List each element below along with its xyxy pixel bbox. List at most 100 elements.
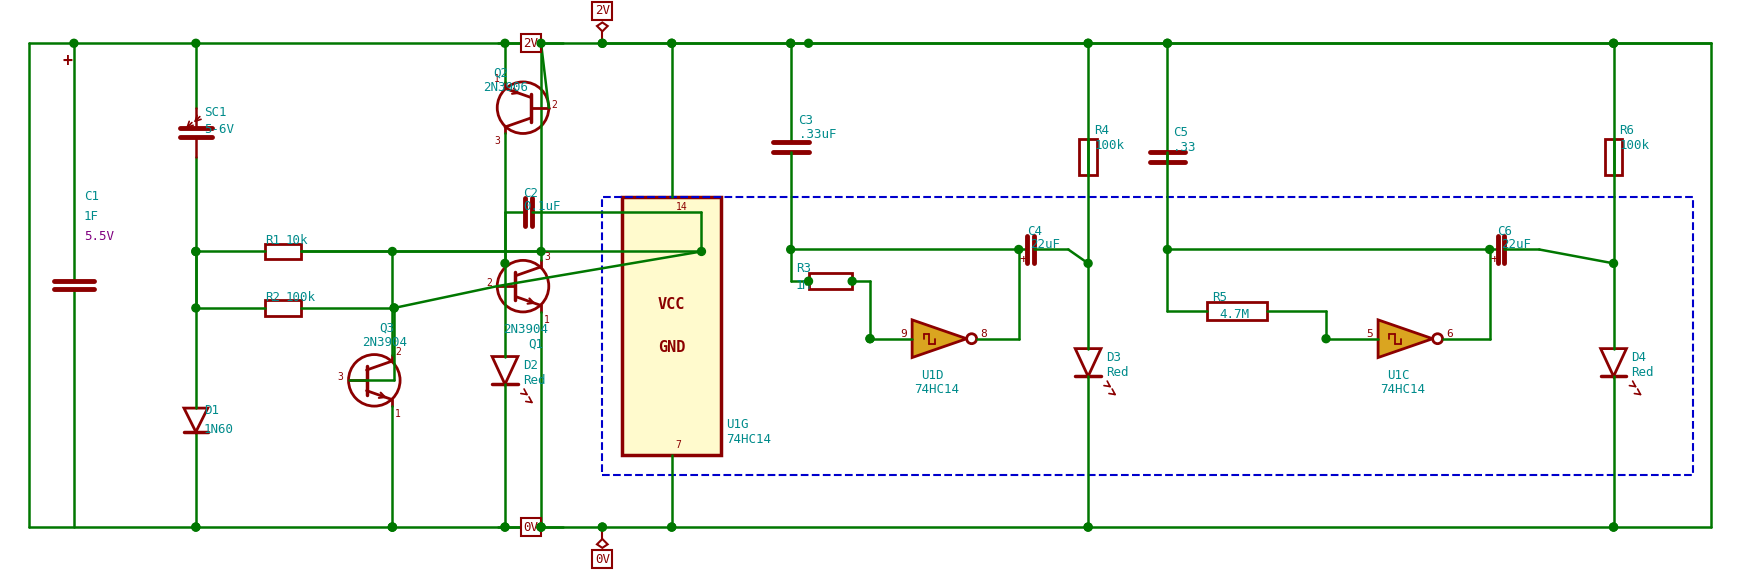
Text: 14: 14 — [676, 202, 688, 212]
Text: 0.1uF: 0.1uF — [522, 200, 561, 213]
Circle shape — [536, 523, 545, 531]
Circle shape — [192, 248, 200, 256]
Circle shape — [1163, 40, 1172, 47]
Circle shape — [501, 523, 508, 531]
Circle shape — [669, 523, 676, 531]
Text: C3: C3 — [799, 114, 813, 127]
Circle shape — [388, 248, 397, 256]
Text: 5: 5 — [1367, 329, 1374, 339]
Polygon shape — [912, 320, 966, 357]
Circle shape — [669, 523, 676, 531]
Text: 100k: 100k — [1093, 139, 1125, 152]
Bar — [808, 273, 851, 289]
Text: 0V: 0V — [524, 521, 538, 533]
Text: 1: 1 — [395, 409, 400, 419]
Circle shape — [698, 248, 705, 256]
Circle shape — [599, 523, 606, 531]
Circle shape — [804, 40, 813, 47]
Text: C2: C2 — [522, 188, 538, 200]
Text: 2: 2 — [395, 347, 400, 357]
Circle shape — [669, 40, 676, 47]
Text: 100k: 100k — [286, 290, 315, 303]
Text: D1: D1 — [204, 404, 219, 417]
Circle shape — [787, 246, 794, 253]
Text: 8: 8 — [980, 329, 987, 339]
Text: D3: D3 — [1106, 351, 1121, 364]
Text: Q2: Q2 — [493, 66, 508, 80]
Circle shape — [848, 277, 857, 285]
Text: U1G: U1G — [726, 418, 749, 432]
Circle shape — [192, 304, 200, 312]
Text: 1F: 1F — [84, 210, 99, 223]
Bar — [265, 300, 301, 316]
Text: Red: Red — [522, 374, 545, 387]
Bar — [265, 243, 301, 259]
Text: Red: Red — [1631, 366, 1654, 379]
Circle shape — [804, 277, 813, 285]
Polygon shape — [1379, 320, 1433, 357]
Text: 2N3904: 2N3904 — [503, 323, 548, 336]
Circle shape — [865, 335, 874, 343]
Text: .33: .33 — [1173, 141, 1196, 154]
Text: 22uF: 22uF — [1501, 238, 1532, 251]
Circle shape — [536, 523, 545, 531]
Bar — [1207, 302, 1266, 320]
Text: D2: D2 — [522, 359, 538, 372]
Text: Q1: Q1 — [528, 337, 543, 350]
Text: R2: R2 — [265, 290, 280, 303]
Text: +: + — [1020, 253, 1027, 267]
Text: 74HC14: 74HC14 — [1381, 383, 1426, 396]
Circle shape — [787, 40, 794, 47]
Text: U1D: U1D — [921, 369, 944, 382]
Circle shape — [536, 523, 545, 531]
Text: 5-6V: 5-6V — [204, 123, 233, 136]
Circle shape — [1610, 40, 1617, 47]
Circle shape — [192, 523, 200, 531]
Text: 0V: 0V — [595, 553, 609, 566]
Text: 100k: 100k — [1619, 139, 1649, 152]
Text: 74HC14: 74HC14 — [914, 383, 959, 396]
Text: R4: R4 — [1093, 124, 1109, 137]
Circle shape — [1163, 40, 1172, 47]
Text: 2: 2 — [552, 100, 557, 110]
Circle shape — [1085, 259, 1092, 267]
Circle shape — [1610, 259, 1617, 267]
Text: 2V: 2V — [524, 37, 538, 50]
Bar — [622, 197, 721, 455]
Circle shape — [501, 523, 508, 531]
Text: 1: 1 — [494, 74, 500, 84]
Circle shape — [1610, 523, 1617, 531]
Text: Q3: Q3 — [380, 321, 393, 334]
Circle shape — [1485, 246, 1494, 253]
Text: VCC: VCC — [658, 296, 686, 311]
Text: .33uF: .33uF — [799, 128, 836, 141]
Text: R5: R5 — [1212, 290, 1227, 303]
Text: C6: C6 — [1497, 225, 1513, 238]
Text: 1: 1 — [543, 315, 550, 325]
Text: 2: 2 — [486, 278, 493, 288]
Circle shape — [1085, 40, 1092, 47]
Text: 2N3904: 2N3904 — [362, 336, 407, 349]
Text: 3: 3 — [494, 137, 500, 146]
Bar — [602, 197, 1692, 475]
Circle shape — [501, 259, 508, 267]
Text: 22uF: 22uF — [1031, 238, 1060, 251]
Text: +: + — [1490, 253, 1499, 267]
Text: 4.7M: 4.7M — [1219, 309, 1248, 321]
Circle shape — [192, 248, 200, 256]
Circle shape — [70, 40, 78, 47]
Text: SC1: SC1 — [204, 106, 226, 119]
Circle shape — [599, 40, 606, 47]
Circle shape — [1321, 335, 1330, 343]
Circle shape — [536, 248, 545, 256]
Text: C5: C5 — [1173, 126, 1189, 139]
Text: 1M: 1M — [796, 279, 811, 292]
Text: 3: 3 — [543, 252, 550, 263]
Circle shape — [1610, 40, 1617, 47]
Circle shape — [1163, 246, 1172, 253]
Text: +: + — [63, 52, 73, 70]
Circle shape — [1085, 523, 1092, 531]
Circle shape — [388, 523, 397, 531]
Text: R1: R1 — [265, 234, 280, 247]
Circle shape — [390, 304, 399, 312]
